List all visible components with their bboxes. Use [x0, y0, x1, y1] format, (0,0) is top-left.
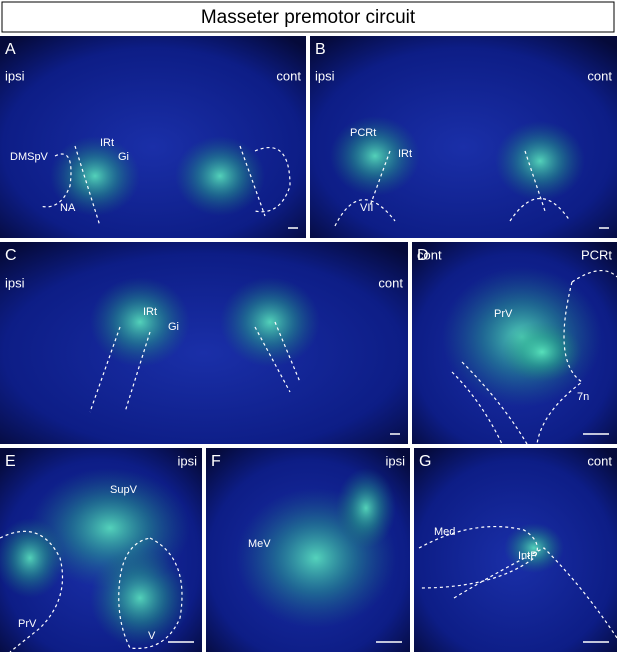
- fluorescence: [50, 136, 140, 216]
- region-label: Gi: [118, 151, 129, 163]
- region-label: ipsi: [5, 275, 25, 290]
- fluorescence: [220, 277, 320, 367]
- region-label: VII: [360, 202, 373, 214]
- panel-letter: B: [315, 41, 326, 58]
- fluorescence: [90, 548, 190, 648]
- region-outline: [509, 197, 571, 222]
- panel-letter: F: [211, 453, 221, 470]
- micrograph: [0, 242, 408, 444]
- region-label: Med: [434, 526, 455, 538]
- region-label: ipsi: [385, 453, 405, 468]
- micrograph: [0, 36, 306, 238]
- region-label: IRt: [100, 137, 114, 149]
- region-outline: [524, 150, 546, 212]
- region-outline: [418, 525, 538, 589]
- region-outline: [0, 530, 64, 652]
- region-label: NA: [60, 202, 76, 214]
- region-label: PCRt: [350, 127, 376, 139]
- region-outline: [461, 361, 528, 445]
- region-label: SupV: [110, 484, 138, 496]
- region-label: DMSpV: [10, 151, 49, 163]
- panel-letter: D: [417, 247, 429, 264]
- region-outline: [451, 371, 503, 445]
- region-label: ipsi: [315, 68, 335, 83]
- region-label: cont: [587, 453, 612, 468]
- fluorescence: [336, 468, 396, 548]
- region-label: IntP: [518, 550, 538, 562]
- region-outline: [74, 145, 101, 227]
- fluorescence: [330, 116, 420, 196]
- panel-letter: C: [5, 247, 17, 264]
- region-label: IRt: [398, 148, 412, 160]
- region-outline: [118, 537, 183, 650]
- region-label: cont: [378, 275, 403, 290]
- region-label: PrV: [18, 618, 37, 630]
- region-label: MeV: [248, 538, 271, 550]
- region-outline: [39, 153, 72, 208]
- region-outline: [453, 547, 617, 639]
- region-label: V: [148, 630, 156, 642]
- fluorescence: [502, 322, 582, 382]
- region-label: cont: [587, 68, 612, 83]
- region-label: 7n: [577, 391, 589, 403]
- region-label: Gi: [168, 321, 179, 333]
- title-box: [1, 1, 615, 33]
- region-label: ipsi: [5, 68, 25, 83]
- fluorescence: [90, 277, 190, 367]
- region-outline: [369, 150, 391, 207]
- region-label: IRt: [143, 306, 157, 318]
- region-outline: [254, 146, 291, 213]
- region-outline: [239, 145, 266, 217]
- region-outline: [254, 326, 291, 393]
- panel-letter: G: [419, 453, 431, 470]
- panel-letter: A: [5, 41, 16, 58]
- figure-title: Masseter premotor circuit: [201, 7, 416, 28]
- region-outline: [536, 270, 617, 445]
- region-outline: [274, 321, 301, 383]
- region-label: cont: [417, 247, 442, 262]
- panel-letter: E: [5, 453, 16, 470]
- region-label: PCRt: [581, 247, 612, 262]
- fluorescence: [504, 523, 564, 573]
- region-outline: [124, 331, 151, 413]
- fluorescence: [495, 121, 585, 201]
- fluorescence: [175, 136, 265, 216]
- fluorescence: [0, 518, 65, 598]
- region-label: cont: [276, 68, 301, 83]
- region-label: PrV: [494, 308, 513, 320]
- region-label: ipsi: [177, 453, 197, 468]
